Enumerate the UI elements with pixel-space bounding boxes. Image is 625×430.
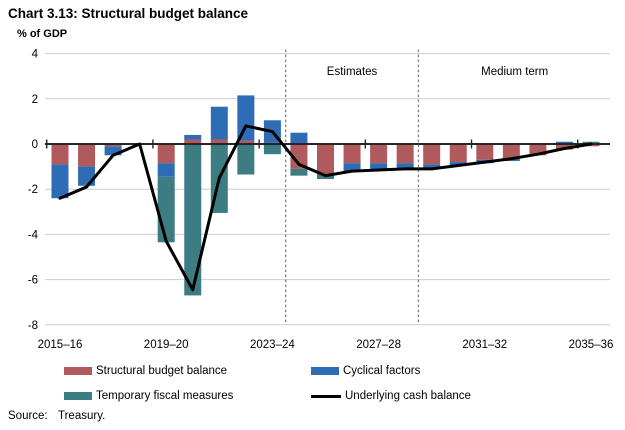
bar-segment [290, 168, 308, 176]
legend-item-cyclical: Cyclical factors [311, 364, 420, 378]
legend-label: Temporary fiscal measures [96, 390, 234, 402]
source-note: Source: Treasury. [8, 410, 105, 422]
x-tick-label: 2023–24 [250, 339, 295, 351]
bar-segment [51, 144, 69, 165]
bar-segment [423, 144, 441, 165]
bar-segment [104, 144, 122, 147]
legend-label: Underlying cash balance [345, 390, 471, 402]
bar-segment [184, 134, 202, 140]
legend-item-ucb-line: Underlying cash balance [311, 389, 471, 403]
bar-segment [502, 144, 520, 159]
line-swatch [311, 394, 341, 398]
y-tick-label: -8 [28, 320, 38, 332]
y-tick-label: -6 [28, 275, 38, 287]
temporary-swatch [64, 392, 92, 400]
bar-segment [396, 144, 414, 164]
legend-label: Cyclical factors [343, 365, 421, 377]
bar-segment [237, 95, 255, 141]
structural-swatch [64, 367, 92, 375]
region-label: Estimates [327, 66, 378, 78]
bar-segment [237, 140, 255, 144]
bar-segment [157, 176, 175, 243]
x-tick-label: 2035–36 [569, 339, 614, 351]
bar-segment [184, 139, 202, 144]
ucb-line [58, 124, 593, 292]
y-tick-label: 4 [32, 49, 39, 61]
bar-segment [104, 146, 122, 156]
y-axis-unit-label: % of GDP [17, 28, 68, 40]
bar-segment [370, 144, 388, 164]
bar-segment [317, 144, 334, 175]
y-tick-label: 2 [32, 94, 38, 106]
y-tick-label: -2 [28, 184, 38, 196]
legend-label: Structural budget balance [96, 365, 228, 377]
source-label: Source: [8, 410, 48, 422]
bar-segment [157, 163, 175, 177]
region-label: Medium term [481, 66, 548, 78]
bar-segment [343, 144, 361, 164]
legend-item-temporary: Temporary fiscal measures [64, 389, 233, 403]
source-text: Treasury. [58, 410, 106, 422]
y-tick-label: 0 [32, 139, 38, 151]
x-tick-label: 2027–28 [356, 339, 401, 351]
bar-segment [555, 144, 573, 150]
bar-segment [157, 144, 175, 164]
bar-segment [78, 166, 96, 186]
x-tick-label: 2015–16 [38, 339, 83, 351]
bar-segment [343, 163, 361, 172]
bar-segment [290, 132, 308, 144]
bar-segment [51, 164, 69, 199]
bar-segment [423, 164, 441, 168]
legend-item-structural: Structural budget balance [64, 364, 227, 378]
bar-segment [370, 163, 388, 170]
bar-segment [237, 144, 255, 175]
bar-segment [529, 144, 547, 156]
x-tick-label: 2019–20 [144, 339, 189, 351]
bar-segment [210, 139, 228, 144]
bar-segment [210, 106, 228, 140]
bar-segment [78, 144, 96, 167]
bar-segment [184, 144, 202, 296]
y-tick-label: -4 [28, 229, 39, 241]
bar-segment [476, 144, 494, 160]
bar-segment [449, 162, 467, 166]
bar-segment [396, 163, 414, 169]
cyclical-swatch [311, 367, 339, 375]
bar-segment [555, 141, 573, 144]
bar-segment [290, 144, 308, 169]
bar-segment [263, 144, 281, 155]
x-tick-label: 2031–32 [462, 339, 507, 351]
chart-title: Chart 3.13: Structural budget balance [8, 6, 249, 21]
bar-segment [449, 144, 467, 163]
